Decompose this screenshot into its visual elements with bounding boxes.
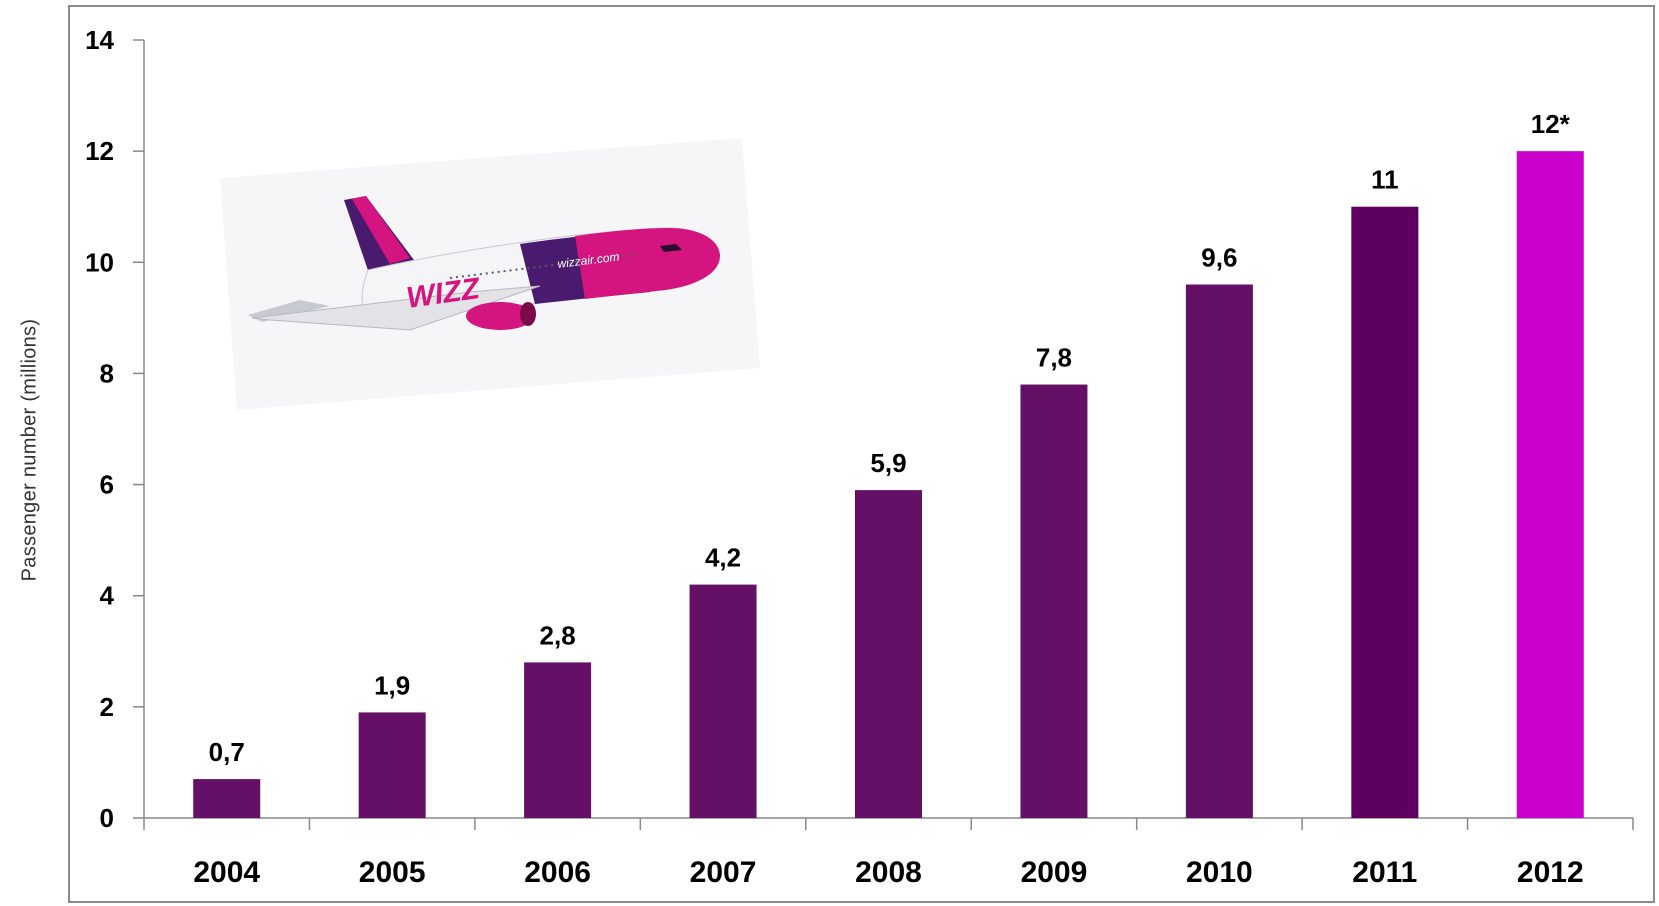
x-tick-label-2010: 2010 (1186, 856, 1253, 889)
bar-2007 (689, 584, 757, 818)
data-label-2005: 1,9 (374, 670, 410, 700)
x-tick-label-2007: 2007 (690, 856, 757, 889)
data-label-2007: 4,2 (705, 543, 741, 573)
x-tick-label-2004: 2004 (193, 856, 260, 889)
engine (466, 302, 534, 330)
bar-2004 (193, 779, 261, 818)
cockpit-window (660, 244, 682, 252)
y-labels: 0 2 4 6 8 10 12 14 (85, 25, 114, 833)
x-labels: 2004 2005 2006 2007 2008 2009 2010 2011 2012 (193, 856, 1583, 889)
x-tick-label-2009: 2009 (1021, 856, 1088, 889)
bar-labels: 0,7 1,9 2,8 4,2 5,9 7,8 9,6 11 12* (209, 109, 1571, 767)
data-label-2009: 7,8 (1036, 343, 1072, 373)
tail-fin-stripe (352, 196, 410, 264)
x-ticks (143, 818, 1634, 830)
y-tick-label: 10 (85, 247, 114, 277)
bar-2012 (1516, 151, 1584, 819)
y-tick-label: 6 (100, 470, 114, 500)
y-tick-label: 0 (100, 803, 114, 833)
fuselage-nose (575, 228, 720, 299)
bar-2011 (1351, 206, 1419, 818)
data-label-2006: 2,8 (540, 620, 576, 650)
x-tick-label-2012: 2012 (1517, 856, 1584, 889)
bar-2009 (1020, 384, 1088, 818)
engine-intake (520, 302, 536, 326)
data-label-2004: 0,7 (209, 737, 245, 767)
cabin-windows (449, 253, 641, 279)
data-label-2012: 12* (1531, 109, 1571, 139)
data-label-2008: 5,9 (870, 448, 906, 478)
y-axis-title: Passenger number (millions) (18, 318, 41, 582)
y-ticks (133, 39, 144, 819)
y-tick-label: 12 (85, 136, 114, 166)
y-tick-label: 8 (100, 358, 114, 388)
data-label-2010: 9,6 (1201, 243, 1237, 273)
y-tick-label: 2 (100, 692, 114, 722)
x-tick-label-2011: 2011 (1352, 856, 1417, 889)
near-wing (251, 285, 541, 331)
bars (193, 151, 1584, 819)
x-tick-label-2008: 2008 (855, 856, 922, 889)
y-tick-label: 14 (85, 25, 114, 55)
airplane-illustration: WIZZ wizzair.com (220, 138, 760, 410)
y-tick-label: 4 (100, 581, 115, 611)
x-tick-label-2005: 2005 (359, 856, 426, 889)
bar-2008 (855, 490, 922, 818)
data-label-2011: 11 (1371, 165, 1399, 195)
bar-2005 (358, 712, 426, 818)
bar-2010 (1185, 284, 1253, 818)
x-tick-label-2006: 2006 (524, 856, 591, 889)
bar-2006 (524, 662, 592, 818)
